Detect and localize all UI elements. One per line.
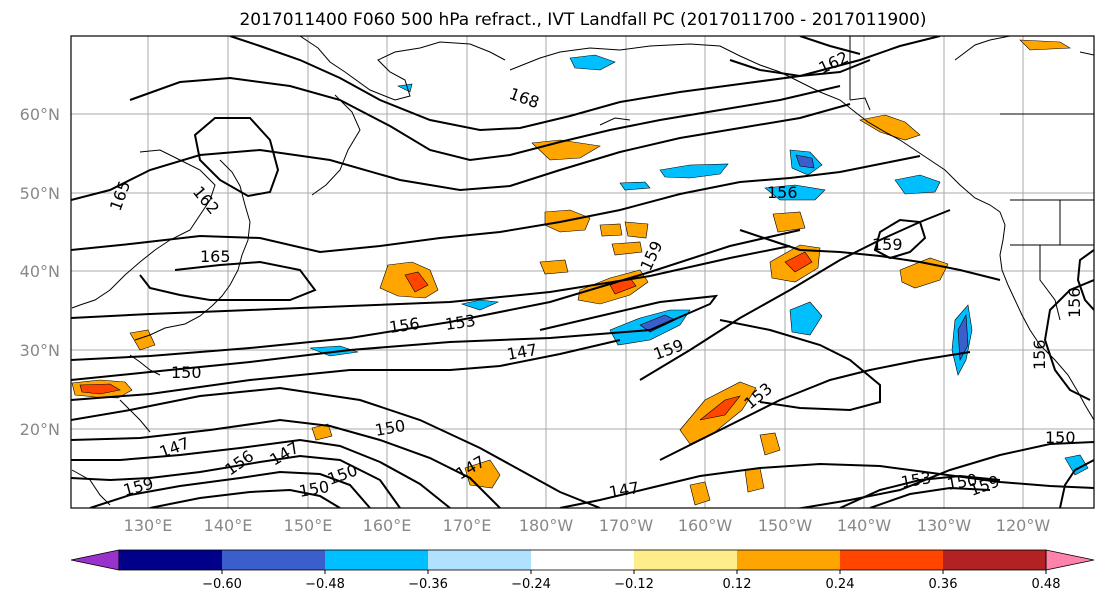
colorbar-tick-label: −0.36	[408, 577, 448, 592]
lat-label: 50°N	[20, 184, 60, 203]
latitude-labels: 60°N 50°N 40°N 30°N 20°N	[20, 105, 60, 439]
coastlines	[71, 36, 1094, 506]
contour-label: 156	[767, 183, 798, 202]
lat-label: 60°N	[20, 105, 60, 124]
colorbar-segment	[531, 550, 635, 570]
lon-label: 140°E	[204, 516, 253, 535]
lat-label: 20°N	[20, 420, 60, 439]
colorbar-segment	[325, 550, 429, 570]
contour-label: 159	[872, 235, 903, 254]
map-title: 2017011400 F060 500 hPa refract., IVT La…	[239, 10, 926, 30]
colorbar-segment	[428, 550, 532, 570]
colorbar-segment	[943, 550, 1047, 570]
colorbar-tick-label: −0.48	[305, 577, 345, 592]
height-contours	[71, 36, 1094, 508]
lon-label: 130°W	[917, 516, 972, 535]
colorbar-tick-label: 0.12	[723, 577, 752, 592]
contour-label: 153	[444, 311, 477, 334]
contour-label: 150	[171, 363, 202, 382]
lon-label: 130°E	[124, 516, 173, 535]
longitude-labels: 130°E 140°E 150°E 160°E 170°E 180°W 170°…	[124, 516, 1051, 535]
contour-label: 156	[388, 314, 421, 337]
colorbar-tick-label: 0.36	[929, 577, 958, 592]
lon-label: 140°W	[837, 516, 892, 535]
colorbar-tick-label: −0.24	[511, 577, 551, 592]
colorbar-segment	[840, 550, 944, 570]
contour-label: 156	[1030, 339, 1049, 370]
colorbar-arrow-high	[1045, 549, 1095, 571]
colorbar-outline	[118, 549, 1047, 571]
map-border	[70, 35, 1095, 509]
lon-label: 170°W	[599, 516, 654, 535]
lat-label: 30°N	[20, 341, 60, 360]
colorbar-arrow-low	[70, 549, 120, 571]
colorbar-tick-label: 0.48	[1032, 577, 1061, 592]
colorbar-tick-label: −0.60	[202, 577, 242, 592]
lon-label: 160°E	[363, 516, 412, 535]
contour-label: 156	[1065, 287, 1084, 318]
lat-label: 40°N	[20, 262, 60, 281]
lon-label: 120°W	[996, 516, 1051, 535]
colorbar-segment	[737, 550, 841, 570]
contour-label: 150	[1045, 428, 1076, 447]
contour-label: 165	[200, 247, 231, 266]
colorbar-tick-label: −0.12	[614, 577, 654, 592]
lon-label: 180°W	[519, 516, 574, 535]
colorbar: −0.60 −0.48 −0.36 −0.24 −0.12 0.12 0.24 0.36 0.4…	[70, 549, 1095, 592]
lon-label: 150°E	[284, 516, 333, 535]
colorbar-segment	[222, 550, 326, 570]
lon-label: 170°E	[443, 516, 492, 535]
lon-label: 150°W	[758, 516, 813, 535]
colorbar-tick-label: 0.24	[826, 577, 855, 592]
colorbar-segment	[634, 550, 738, 570]
colorbar-segment	[119, 550, 223, 570]
lon-label: 160°W	[678, 516, 733, 535]
